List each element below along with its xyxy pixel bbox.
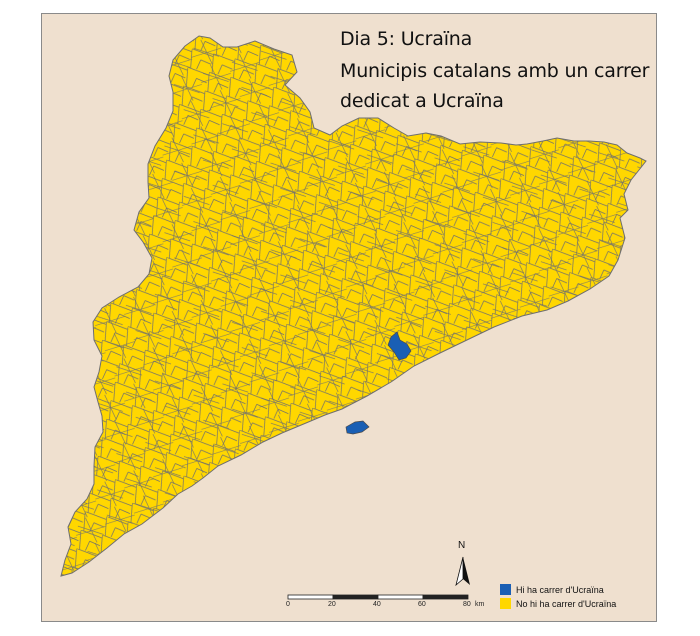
legend-item-no-street: No hi ha carrer d'Ucraïna: [500, 598, 616, 609]
map-title-line-2: Municipis catalans amb un carrer: [340, 60, 650, 82]
municipality-highlight-1: [387, 331, 412, 361]
map-frame: Dia 5: Ucraïna Municipis catalans amb un…: [41, 13, 657, 622]
scale-tick-label: 40: [373, 601, 381, 608]
legend-item-has-street: Hi ha carrer d'Ucraïna: [500, 584, 604, 595]
scale-tick-label: 60: [418, 601, 426, 608]
map-title-line-1: Dia 5: Ucraïna: [340, 28, 473, 50]
north-arrow-label: N: [458, 540, 466, 551]
map-title-line-3: dedicat a Ucraïna: [340, 90, 504, 112]
legend-label-no-street: No hi ha carrer d'Ucraïna: [516, 598, 617, 609]
legend-swatch-has-street: [500, 584, 511, 595]
scale-bar: [287, 594, 469, 600]
municipality-highlight-2: [345, 420, 370, 435]
scale-tick-label: 20: [328, 601, 336, 608]
scale-tick-label: 0: [286, 601, 290, 608]
scale-tick-label: 80: [463, 601, 471, 608]
legend-swatch-no-street: [500, 598, 511, 609]
north-arrow-icon: [455, 556, 470, 587]
map-canvas: [60, 35, 647, 600]
legend-label-has-street: Hi ha carrer d'Ucraïna: [516, 584, 604, 595]
scale-unit-label: km: [475, 601, 485, 608]
